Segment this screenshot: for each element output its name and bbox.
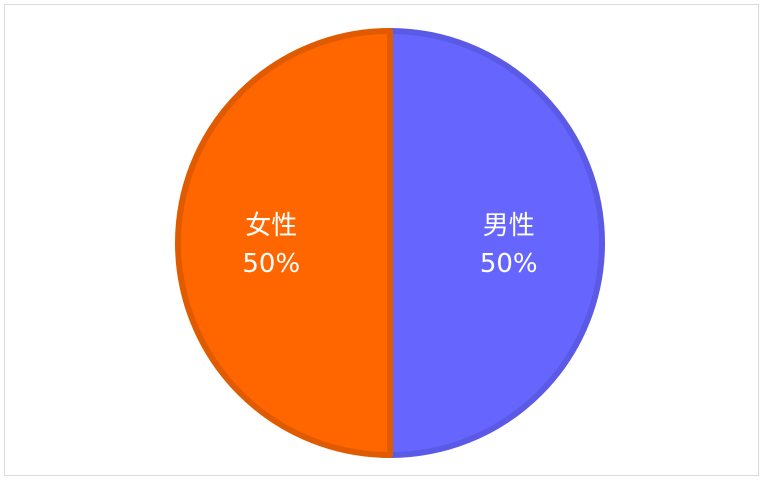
slice-percent-label: 50% bbox=[480, 249, 538, 279]
slice-percent-label: 50% bbox=[242, 249, 300, 279]
slice-category-label: 男性 bbox=[483, 211, 535, 241]
pie-slice-1 bbox=[175, 28, 393, 458]
pie-slices bbox=[175, 28, 605, 458]
pie-slice-0 bbox=[387, 28, 605, 458]
slice-category-label: 女性 bbox=[245, 211, 297, 241]
pie-labels: 男性 50% 女性 50% bbox=[242, 211, 537, 279]
